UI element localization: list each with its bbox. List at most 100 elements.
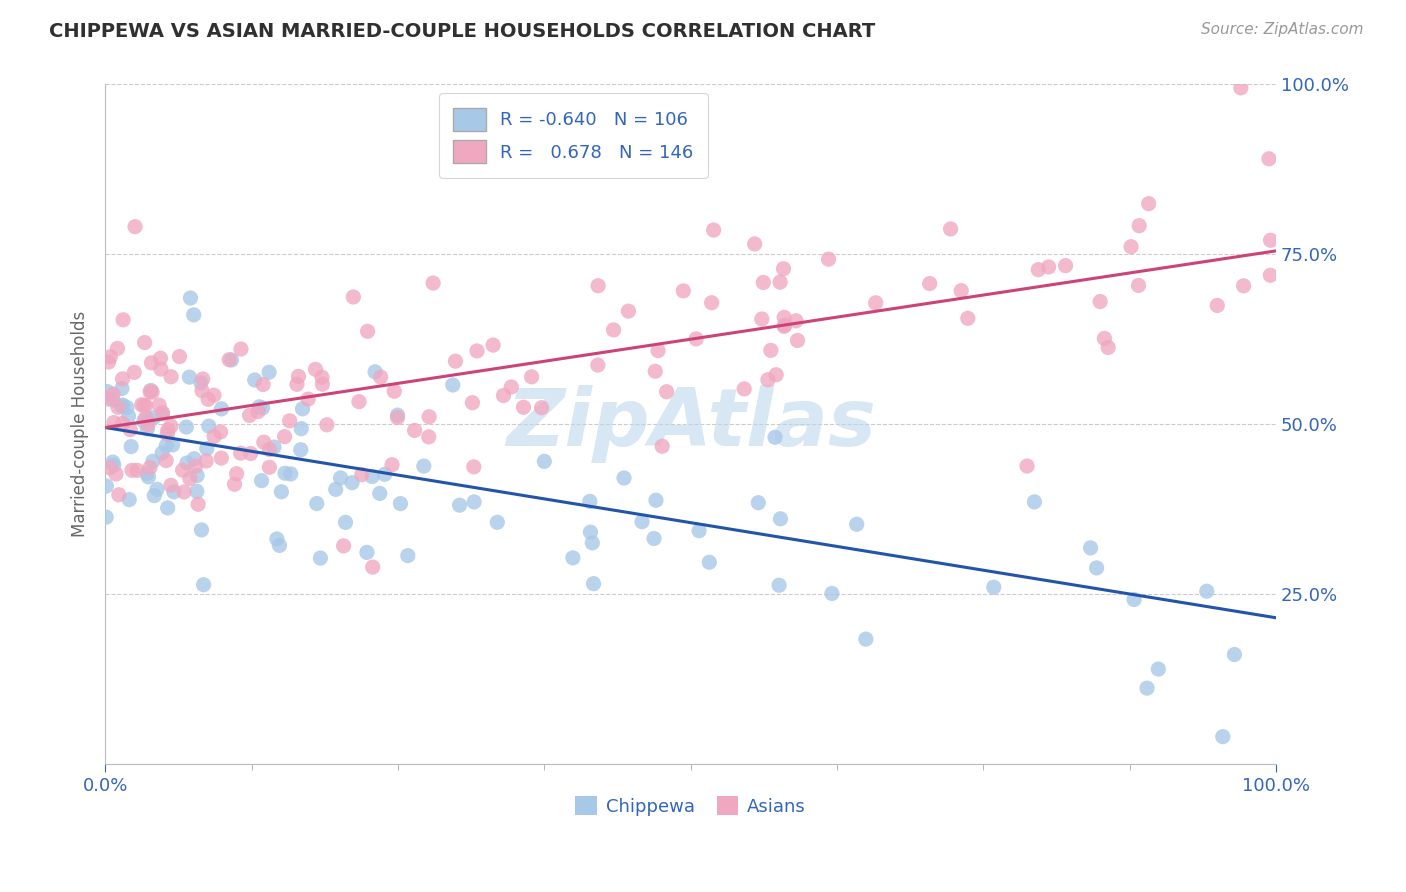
- Point: [374, 467, 396, 482]
- Point: [132, 414, 155, 428]
- Point: [198, 419, 221, 434]
- Y-axis label: Married-couple Households: Married-couple Households: [72, 311, 89, 537]
- Point: [163, 484, 186, 499]
- Point: [533, 454, 555, 468]
- Point: [1128, 219, 1150, 233]
- Point: [1258, 152, 1281, 166]
- Point: [644, 364, 666, 378]
- Point: [368, 486, 391, 500]
- Point: [135, 398, 157, 412]
- Point: [105, 467, 128, 481]
- Point: [773, 310, 796, 325]
- Point: [1232, 278, 1254, 293]
- Point: [96, 479, 118, 493]
- Point: [700, 295, 723, 310]
- Point: [747, 496, 769, 510]
- Point: [387, 408, 409, 422]
- Point: [142, 454, 165, 468]
- Point: [111, 381, 134, 395]
- Point: [172, 463, 194, 477]
- Point: [685, 332, 707, 346]
- Point: [688, 524, 710, 538]
- Point: [1094, 331, 1116, 345]
- Point: [1054, 259, 1077, 273]
- Point: [239, 446, 262, 460]
- Point: [530, 401, 553, 415]
- Point: [643, 532, 665, 546]
- Point: [347, 394, 370, 409]
- Point: [492, 388, 515, 402]
- Point: [191, 372, 214, 386]
- Point: [520, 369, 543, 384]
- Point: [156, 500, 179, 515]
- Point: [135, 410, 157, 425]
- Point: [582, 576, 605, 591]
- Point: [229, 446, 252, 460]
- Point: [765, 368, 787, 382]
- Point: [146, 483, 169, 497]
- Point: [269, 538, 291, 552]
- Point: [404, 423, 426, 437]
- Point: [340, 475, 363, 490]
- Point: [486, 516, 509, 530]
- Point: [266, 532, 288, 546]
- Point: [617, 304, 640, 318]
- Point: [112, 313, 135, 327]
- Point: [131, 398, 153, 412]
- Point: [647, 343, 669, 358]
- Point: [155, 453, 177, 467]
- Point: [1260, 233, 1282, 247]
- Point: [744, 236, 766, 251]
- Point: [115, 401, 138, 415]
- Point: [239, 409, 262, 423]
- Point: [449, 498, 471, 512]
- Point: [759, 343, 782, 358]
- Point: [202, 429, 225, 443]
- Point: [1123, 592, 1146, 607]
- Point: [111, 417, 134, 431]
- Point: [136, 422, 159, 436]
- Point: [156, 426, 179, 441]
- Point: [97, 355, 120, 369]
- Point: [645, 493, 668, 508]
- Point: [1206, 298, 1229, 312]
- Point: [155, 439, 177, 453]
- Point: [1137, 196, 1160, 211]
- Point: [1119, 240, 1142, 254]
- Point: [243, 373, 266, 387]
- Point: [209, 425, 232, 439]
- Point: [290, 442, 312, 457]
- Point: [160, 369, 183, 384]
- Point: [501, 380, 523, 394]
- Point: [1038, 260, 1060, 274]
- Point: [769, 512, 792, 526]
- Point: [139, 384, 162, 398]
- Point: [190, 523, 212, 537]
- Point: [101, 455, 124, 469]
- Point: [1088, 294, 1111, 309]
- Point: [1024, 495, 1046, 509]
- Point: [631, 515, 654, 529]
- Point: [1230, 80, 1253, 95]
- Point: [150, 446, 173, 460]
- Point: [225, 467, 247, 481]
- Point: [315, 417, 337, 432]
- Point: [149, 351, 172, 366]
- Point: [202, 388, 225, 402]
- Point: [179, 471, 201, 485]
- Point: [120, 440, 142, 454]
- Point: [287, 369, 309, 384]
- Point: [246, 404, 269, 418]
- Point: [418, 430, 440, 444]
- Point: [465, 343, 488, 358]
- Point: [97, 392, 120, 406]
- Point: [141, 385, 163, 400]
- Text: ZipAtlas: ZipAtlas: [506, 385, 876, 463]
- Point: [1260, 268, 1282, 283]
- Point: [412, 459, 434, 474]
- Point: [274, 467, 297, 481]
- Point: [304, 362, 326, 376]
- Point: [325, 483, 347, 497]
- Point: [141, 356, 163, 370]
- Point: [332, 539, 354, 553]
